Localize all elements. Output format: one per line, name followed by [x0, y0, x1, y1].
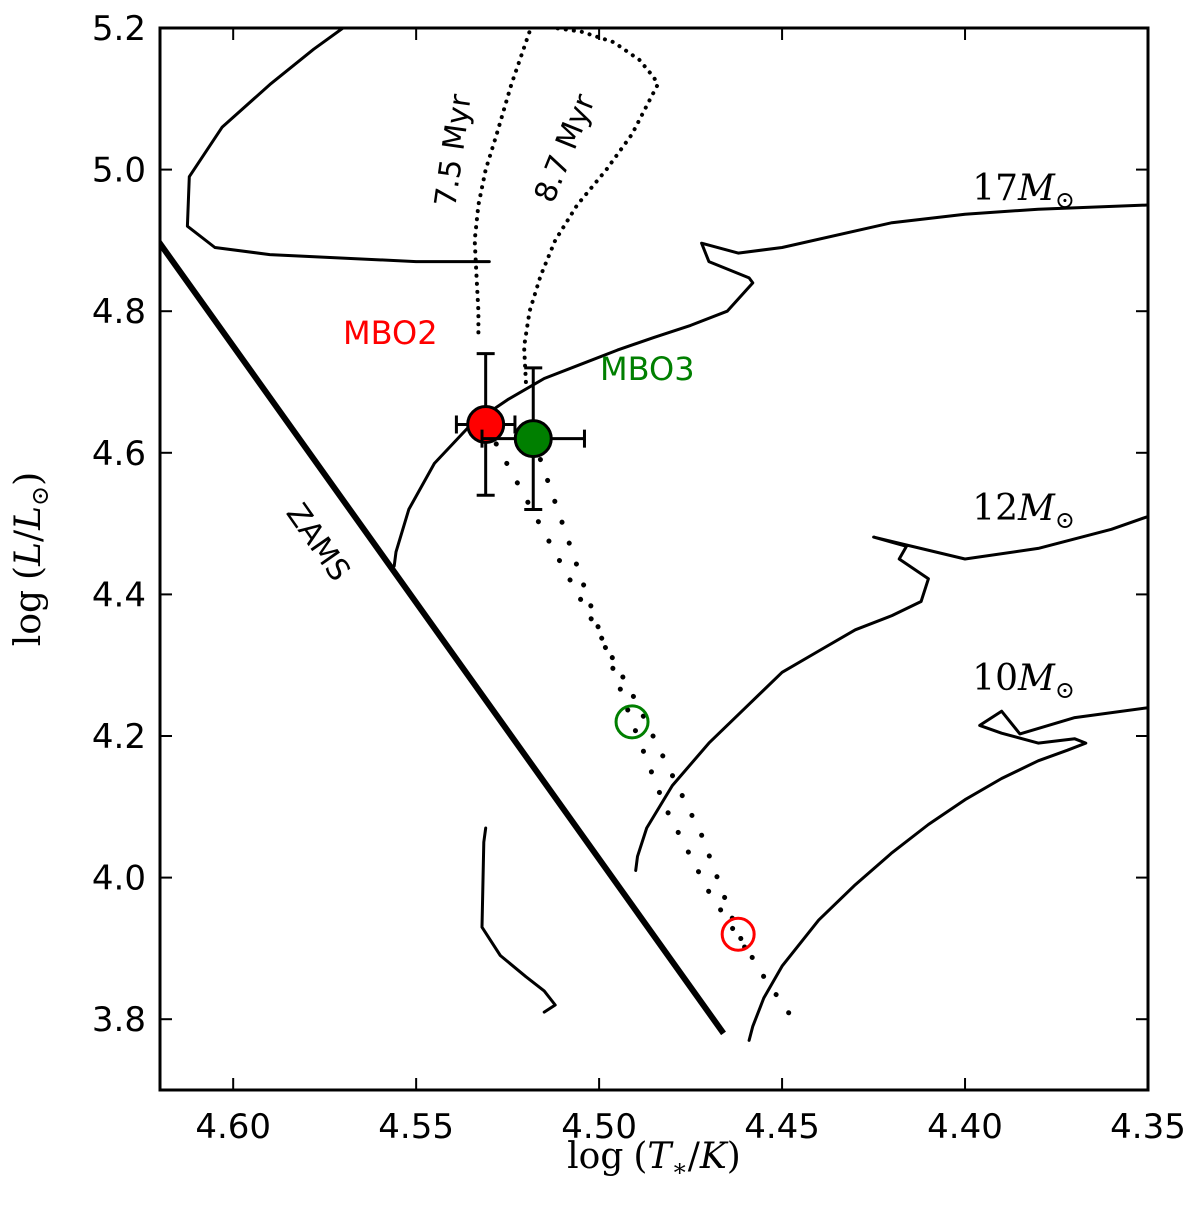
mbo3-reference-marker	[614, 704, 650, 740]
x-tick-label: 4.50	[561, 1107, 637, 1147]
plot-area	[160, 28, 1148, 1042]
zams-line	[160, 238, 726, 1036]
mbo2-reference-marker	[720, 916, 756, 952]
x-tick-label: 4.55	[378, 1107, 454, 1147]
mass-label-17: 17M⊙	[972, 168, 1075, 214]
y-tick-label: 4.4	[92, 575, 146, 615]
y-axis-title: log(L/L⊙)	[8, 472, 54, 646]
zams-label: ZAMS	[279, 497, 357, 588]
mbo3-label: MBO3	[600, 350, 695, 388]
y-tick-label: 3.8	[92, 1000, 146, 1040]
y-axis-ticks: 3.8 4.0 4.2 4.4 4.6 4.8 5.0 5.2	[92, 9, 1148, 1040]
y-tick-label: 4.8	[92, 292, 146, 332]
track-17-msun	[392, 203, 1148, 568]
connector-mbo2	[483, 422, 796, 1022]
x-axis-ticks: 4.60 4.55 4.50 4.45 4.40 4.35	[195, 28, 1186, 1147]
track-12-msun	[634, 515, 1148, 872]
mass-label-12: 12M⊙	[972, 488, 1075, 534]
y-tick-label: 4.0	[92, 859, 146, 899]
mass-labels: 17M⊙ 12M⊙ 10M⊙	[972, 168, 1075, 704]
y-tick-label: 5.0	[92, 151, 146, 191]
x-tick-label: 4.40	[927, 1107, 1003, 1147]
isochrone-labels: 7.5 Myr 8.7 Myr	[428, 89, 602, 209]
connector-mbo3	[530, 436, 748, 951]
star-connectors	[483, 422, 796, 1022]
mbo3-marker	[513, 419, 553, 459]
track-segment-2	[480, 826, 557, 1014]
x-tick-label: 4.45	[744, 1107, 820, 1147]
plot-frame	[158, 26, 1150, 1092]
x-tick-label: 4.60	[195, 1107, 271, 1147]
star-markers	[454, 352, 586, 511]
track-10-msun	[747, 706, 1148, 1042]
mbo2-marker	[466, 404, 506, 444]
star-labels: MBO2 MBO3	[343, 314, 695, 388]
x-axis-title: log (T∗/K)	[567, 1136, 741, 1182]
y-tick-label: 4.2	[92, 717, 146, 757]
mbo2-label: MBO2	[343, 314, 438, 352]
x-tick-label: 4.35	[1110, 1107, 1186, 1147]
y-tick-label: 4.6	[92, 434, 146, 474]
evolutionary-tracks	[185, 28, 1148, 1042]
track-segment-1	[185, 28, 491, 264]
isochrone-label-1: 7.5 Myr	[428, 92, 479, 210]
y-tick-label: 5.2	[92, 9, 146, 49]
isochrone-2	[522, 28, 660, 384]
isochrone-1	[472, 29, 532, 335]
mass-label-10: 10M⊙	[972, 658, 1075, 704]
isochrones	[472, 28, 660, 384]
reference-markers	[614, 704, 756, 952]
